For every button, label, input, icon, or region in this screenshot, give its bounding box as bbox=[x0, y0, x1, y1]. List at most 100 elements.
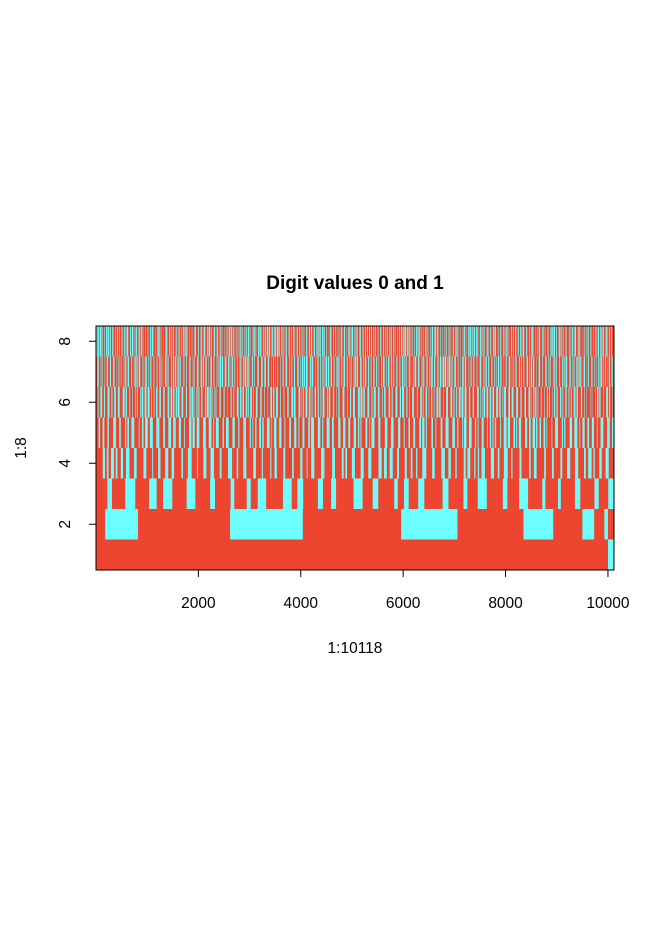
heatmap-cell-row-5-49 bbox=[331, 417, 334, 448]
heatmap-cell-row-8-122 bbox=[343, 326, 346, 357]
heatmap-cell-row-3-6 bbox=[230, 478, 235, 509]
heatmap-cell-row-7-41 bbox=[192, 356, 194, 387]
heatmap-cell-row-7-22 bbox=[145, 356, 147, 387]
heatmap-cell-row-5-50 bbox=[338, 417, 341, 448]
heatmap-cell-row-8-215 bbox=[532, 326, 534, 357]
heatmap-cell-row-7-134 bbox=[423, 356, 425, 387]
heatmap-cell-row-4-4 bbox=[120, 448, 124, 479]
heatmap-cell-row-8-87 bbox=[268, 326, 271, 357]
heatmap-cell-row-4-0 bbox=[102, 448, 106, 479]
heatmap-cell-row-5-59 bbox=[378, 417, 381, 448]
heatmap-cell-row-8-171 bbox=[444, 326, 446, 357]
heatmap-cell-row-6-83 bbox=[352, 387, 355, 418]
heatmap-cell-row-8-188 bbox=[476, 326, 478, 357]
heatmap-cell-row-7-151 bbox=[462, 356, 464, 387]
heatmap-cell-row-8-106 bbox=[310, 326, 313, 357]
heatmap-cell-row-5-100 bbox=[561, 417, 563, 448]
heatmap-cell-row-4-35 bbox=[360, 448, 364, 479]
heatmap-cell-row-7-99 bbox=[336, 356, 338, 387]
heatmap-cell-row-8-113 bbox=[326, 326, 328, 357]
heatmap-cell-row-7-148 bbox=[454, 356, 456, 387]
heatmap-cell-row-5-25 bbox=[222, 417, 224, 448]
heatmap-cell-row-8-53 bbox=[200, 326, 202, 357]
heatmap-cell-row-6-44 bbox=[230, 387, 232, 418]
heatmap-cell-row-8-112 bbox=[323, 326, 325, 357]
heatmap-cell-row-8-199 bbox=[497, 326, 499, 357]
heatmap-cell-row-8-59 bbox=[213, 326, 216, 357]
heatmap-cell-row-6-62 bbox=[287, 387, 289, 418]
heatmap-cell-row-8-71 bbox=[238, 326, 240, 357]
heatmap-cell-row-6-54 bbox=[260, 387, 262, 418]
heatmap-cell-row-8-104 bbox=[306, 326, 308, 357]
heatmap-cell-row-6-105 bbox=[428, 387, 430, 418]
heatmap-cell-row-6-71 bbox=[314, 387, 317, 418]
heatmap-cell-row-8-32 bbox=[159, 326, 161, 357]
heatmap-cell-row-8-96 bbox=[288, 326, 290, 357]
heatmap-cell-row-4-49 bbox=[463, 448, 466, 479]
heatmap-cell-row-8-70 bbox=[236, 326, 238, 357]
heatmap-cell-row-7-159 bbox=[483, 356, 485, 387]
heatmap-cell-row-6-92 bbox=[384, 387, 386, 418]
heatmap-cell-row-7-61 bbox=[239, 356, 241, 387]
heatmap-cell-row-8-17 bbox=[131, 326, 134, 357]
heatmap-cell-row-8-229 bbox=[560, 326, 562, 357]
heatmap-cell-row-8-150 bbox=[403, 326, 405, 357]
heatmap-cell-row-8-27 bbox=[150, 326, 152, 357]
heatmap-cell-row-7-78 bbox=[282, 356, 284, 387]
x-axis: 2000 4000 6000 8000 10000 bbox=[181, 569, 630, 612]
heatmap-cell-row-7-93 bbox=[322, 356, 324, 387]
heatmap-cell-row-3-16 bbox=[404, 478, 409, 509]
heatmap-cell-row-5-111 bbox=[612, 417, 614, 448]
heatmap-cell-row-7-9 bbox=[118, 356, 120, 387]
heatmap-cell-row-4-7 bbox=[143, 448, 147, 479]
heatmap-cell-row-7-182 bbox=[542, 356, 544, 387]
heatmap-cell-row-8-207 bbox=[515, 326, 517, 357]
heatmap-cell-row-8-81 bbox=[258, 326, 260, 357]
heatmap-cell-row-7-162 bbox=[491, 356, 493, 387]
heatmap-cell-row-7-119 bbox=[386, 356, 387, 387]
heatmap-cell-row-8-66 bbox=[229, 326, 231, 357]
heatmap-cell-row-7-207 bbox=[600, 356, 602, 387]
heatmap-cell-row-5-41 bbox=[294, 417, 297, 448]
x-tick-label: 6000 bbox=[386, 595, 421, 612]
heatmap-cell-row-8-9 bbox=[115, 326, 116, 357]
heatmap-cell-row-7-86 bbox=[303, 356, 306, 387]
heatmap-cell-row-8-200 bbox=[500, 326, 502, 357]
heatmap-cell-row-7-139 bbox=[437, 356, 438, 387]
heatmap-cell-row-8-184 bbox=[468, 326, 470, 357]
heatmap-cell-row-5-105 bbox=[582, 417, 585, 448]
heatmap-cell-row-6-23 bbox=[170, 387, 173, 418]
heatmap-cell-row-5-56 bbox=[365, 417, 368, 448]
heatmap-cell-row-6-20 bbox=[159, 387, 161, 418]
heatmap-cell-row-5-14 bbox=[168, 417, 172, 448]
heatmap-cell-row-6-10 bbox=[131, 387, 133, 418]
heatmap-cell-row-8-231 bbox=[565, 326, 566, 357]
heatmap-cell-row-7-186 bbox=[552, 356, 554, 387]
heatmap-cell-row-4-65 bbox=[575, 448, 579, 479]
heatmap-cell-row-8-201 bbox=[503, 326, 505, 357]
heatmap-cell-row-5-20 bbox=[196, 417, 200, 448]
heatmap-cell-row-8-210 bbox=[521, 326, 523, 357]
heatmap-cell-row-5-26 bbox=[225, 417, 229, 448]
heatmap-cell-row-8-160 bbox=[422, 326, 424, 357]
heatmap-cell-row-7-117 bbox=[381, 356, 383, 387]
heatmap-cell-row-6-135 bbox=[524, 387, 526, 418]
heatmap-cell-row-8-2 bbox=[99, 326, 102, 357]
heatmap-cell-row-8-134 bbox=[370, 326, 372, 357]
heatmap-cell-row-5-81 bbox=[487, 417, 488, 448]
heatmap-cell-row-6-24 bbox=[173, 387, 175, 418]
heatmap-cell-row-6-48 bbox=[242, 387, 244, 418]
heatmap-cell-row-7-8 bbox=[117, 356, 119, 387]
heatmap-cell-row-7-58 bbox=[232, 356, 234, 387]
heatmap-cell-row-6-151 bbox=[568, 387, 570, 418]
heatmap-cell-row-4-34 bbox=[351, 448, 355, 479]
heatmap-cell-row-4-1 bbox=[106, 448, 109, 479]
heatmap-cell-row-7-191 bbox=[563, 356, 565, 387]
heatmap-cell-row-6-95 bbox=[395, 387, 398, 418]
heatmap-cell-row-4-37 bbox=[378, 448, 382, 479]
heatmap-cell-row-6-153 bbox=[573, 387, 576, 418]
heatmap-cell-row-7-45 bbox=[202, 356, 204, 387]
heatmap-cell-row-8-176 bbox=[452, 326, 454, 357]
heatmap-cell-row-7-111 bbox=[364, 356, 367, 387]
heatmap-cell-row-6-2 bbox=[103, 387, 105, 418]
